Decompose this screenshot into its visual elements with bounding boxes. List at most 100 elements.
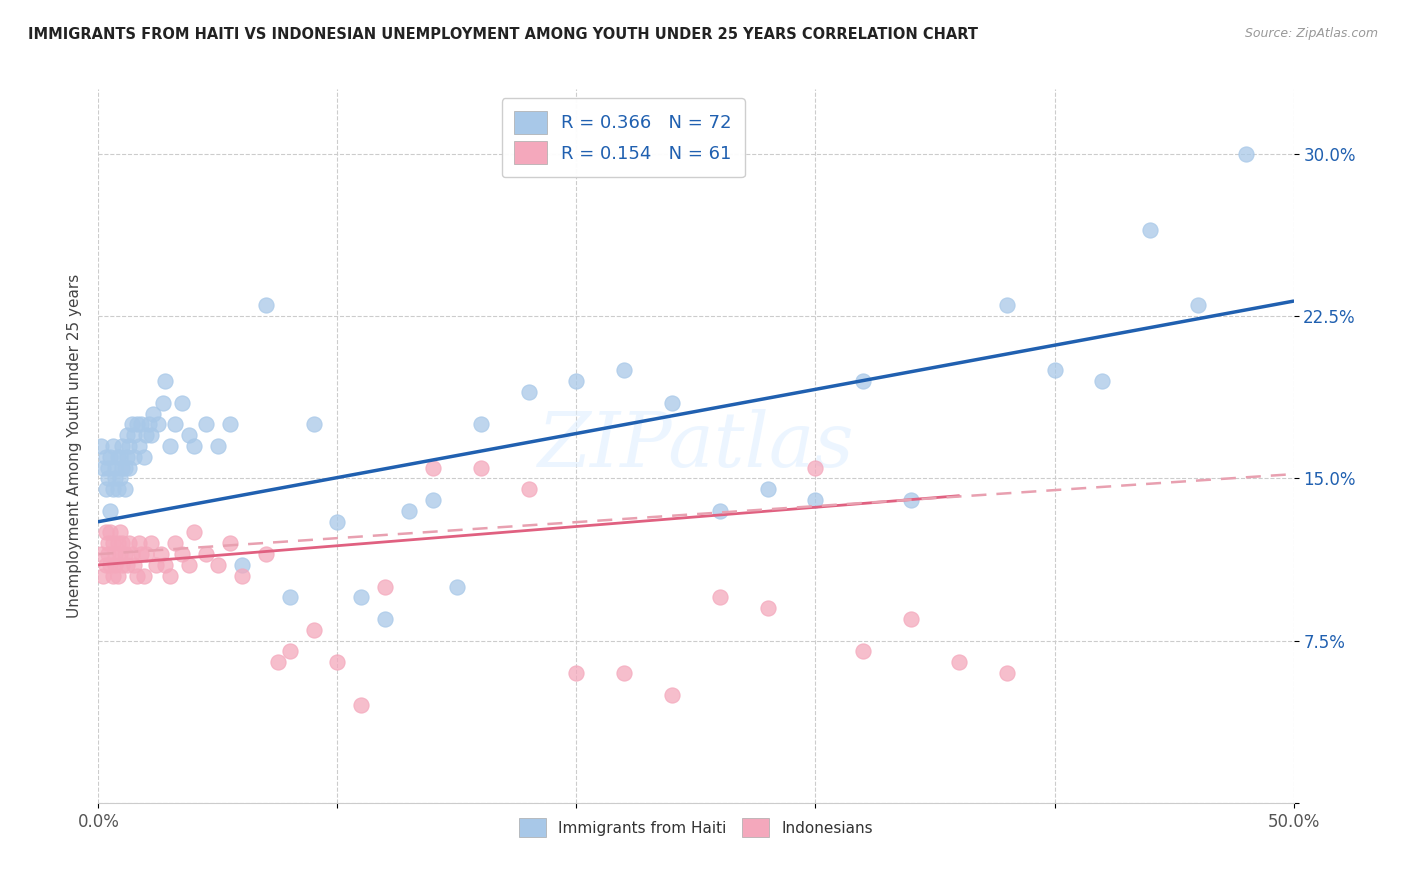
Point	[709, 504, 731, 518]
Point	[148, 417, 170, 432]
Point	[101, 568, 124, 582]
Point	[107, 450, 129, 464]
Point	[97, 547, 120, 561]
Point	[111, 460, 134, 475]
Point	[114, 482, 136, 496]
Point	[163, 417, 186, 432]
Point	[98, 558, 122, 572]
Point	[446, 580, 468, 594]
Point	[661, 396, 683, 410]
Point	[517, 384, 540, 399]
Point	[139, 428, 162, 442]
Point	[183, 525, 205, 540]
Point	[183, 439, 205, 453]
Point	[326, 655, 349, 669]
Point	[114, 547, 136, 561]
Point	[1187, 298, 1209, 312]
Point	[900, 612, 922, 626]
Point	[179, 428, 201, 442]
Point	[852, 644, 875, 658]
Point	[91, 460, 114, 475]
Point	[350, 698, 373, 713]
Point	[124, 558, 146, 572]
Point	[101, 439, 124, 453]
Point	[90, 439, 112, 453]
Point	[350, 591, 373, 605]
Point	[900, 493, 922, 508]
Point	[132, 568, 155, 582]
Point	[124, 428, 146, 442]
Point	[948, 655, 970, 669]
Point	[852, 374, 875, 388]
Point	[195, 417, 218, 432]
Point	[94, 482, 117, 496]
Point	[118, 460, 141, 475]
Point	[1234, 147, 1257, 161]
Y-axis label: Unemployment Among Youth under 25 years: Unemployment Among Youth under 25 years	[66, 274, 82, 618]
Point	[135, 428, 157, 442]
Point	[94, 450, 117, 464]
Point	[155, 374, 177, 388]
Point	[94, 525, 117, 540]
Point	[114, 460, 136, 475]
Legend: Immigrants from Haiti, Indonesians: Immigrants from Haiti, Indonesians	[510, 810, 882, 845]
Point	[172, 547, 194, 561]
Point	[101, 482, 124, 496]
Point	[254, 547, 277, 561]
Point	[108, 525, 131, 540]
Point	[278, 591, 301, 605]
Text: ZIPatlas: ZIPatlas	[537, 409, 855, 483]
Point	[111, 439, 134, 453]
Point	[756, 601, 779, 615]
Point	[613, 363, 636, 377]
Point	[231, 568, 253, 582]
Point	[661, 688, 683, 702]
Point	[104, 547, 127, 561]
Point	[107, 568, 129, 582]
Point	[94, 558, 117, 572]
Point	[124, 450, 146, 464]
Point	[115, 428, 138, 442]
Point	[470, 417, 492, 432]
Point	[163, 536, 186, 550]
Point	[91, 568, 114, 582]
Point	[422, 460, 444, 475]
Point	[326, 515, 349, 529]
Point	[155, 558, 177, 572]
Point	[565, 666, 588, 681]
Point	[118, 536, 141, 550]
Point	[267, 655, 290, 669]
Point	[207, 558, 229, 572]
Point	[97, 460, 120, 475]
Point	[125, 568, 148, 582]
Point	[374, 580, 396, 594]
Point	[179, 558, 201, 572]
Point	[121, 547, 143, 561]
Point	[108, 450, 131, 464]
Point	[135, 547, 157, 561]
Point	[90, 547, 112, 561]
Point	[97, 536, 120, 550]
Point	[125, 417, 148, 432]
Point	[111, 558, 134, 572]
Point	[254, 298, 277, 312]
Point	[115, 558, 138, 572]
Point	[139, 536, 162, 550]
Point	[374, 612, 396, 626]
Point	[613, 666, 636, 681]
Point	[756, 482, 779, 496]
Point	[159, 568, 181, 582]
Point	[159, 439, 181, 453]
Point	[128, 439, 150, 453]
Point	[152, 396, 174, 410]
Point	[1091, 374, 1114, 388]
Point	[111, 536, 134, 550]
Point	[804, 493, 827, 508]
Point	[422, 493, 444, 508]
Point	[1139, 223, 1161, 237]
Point	[995, 666, 1018, 681]
Point	[195, 547, 218, 561]
Point	[302, 623, 325, 637]
Point	[470, 460, 492, 475]
Point	[207, 439, 229, 453]
